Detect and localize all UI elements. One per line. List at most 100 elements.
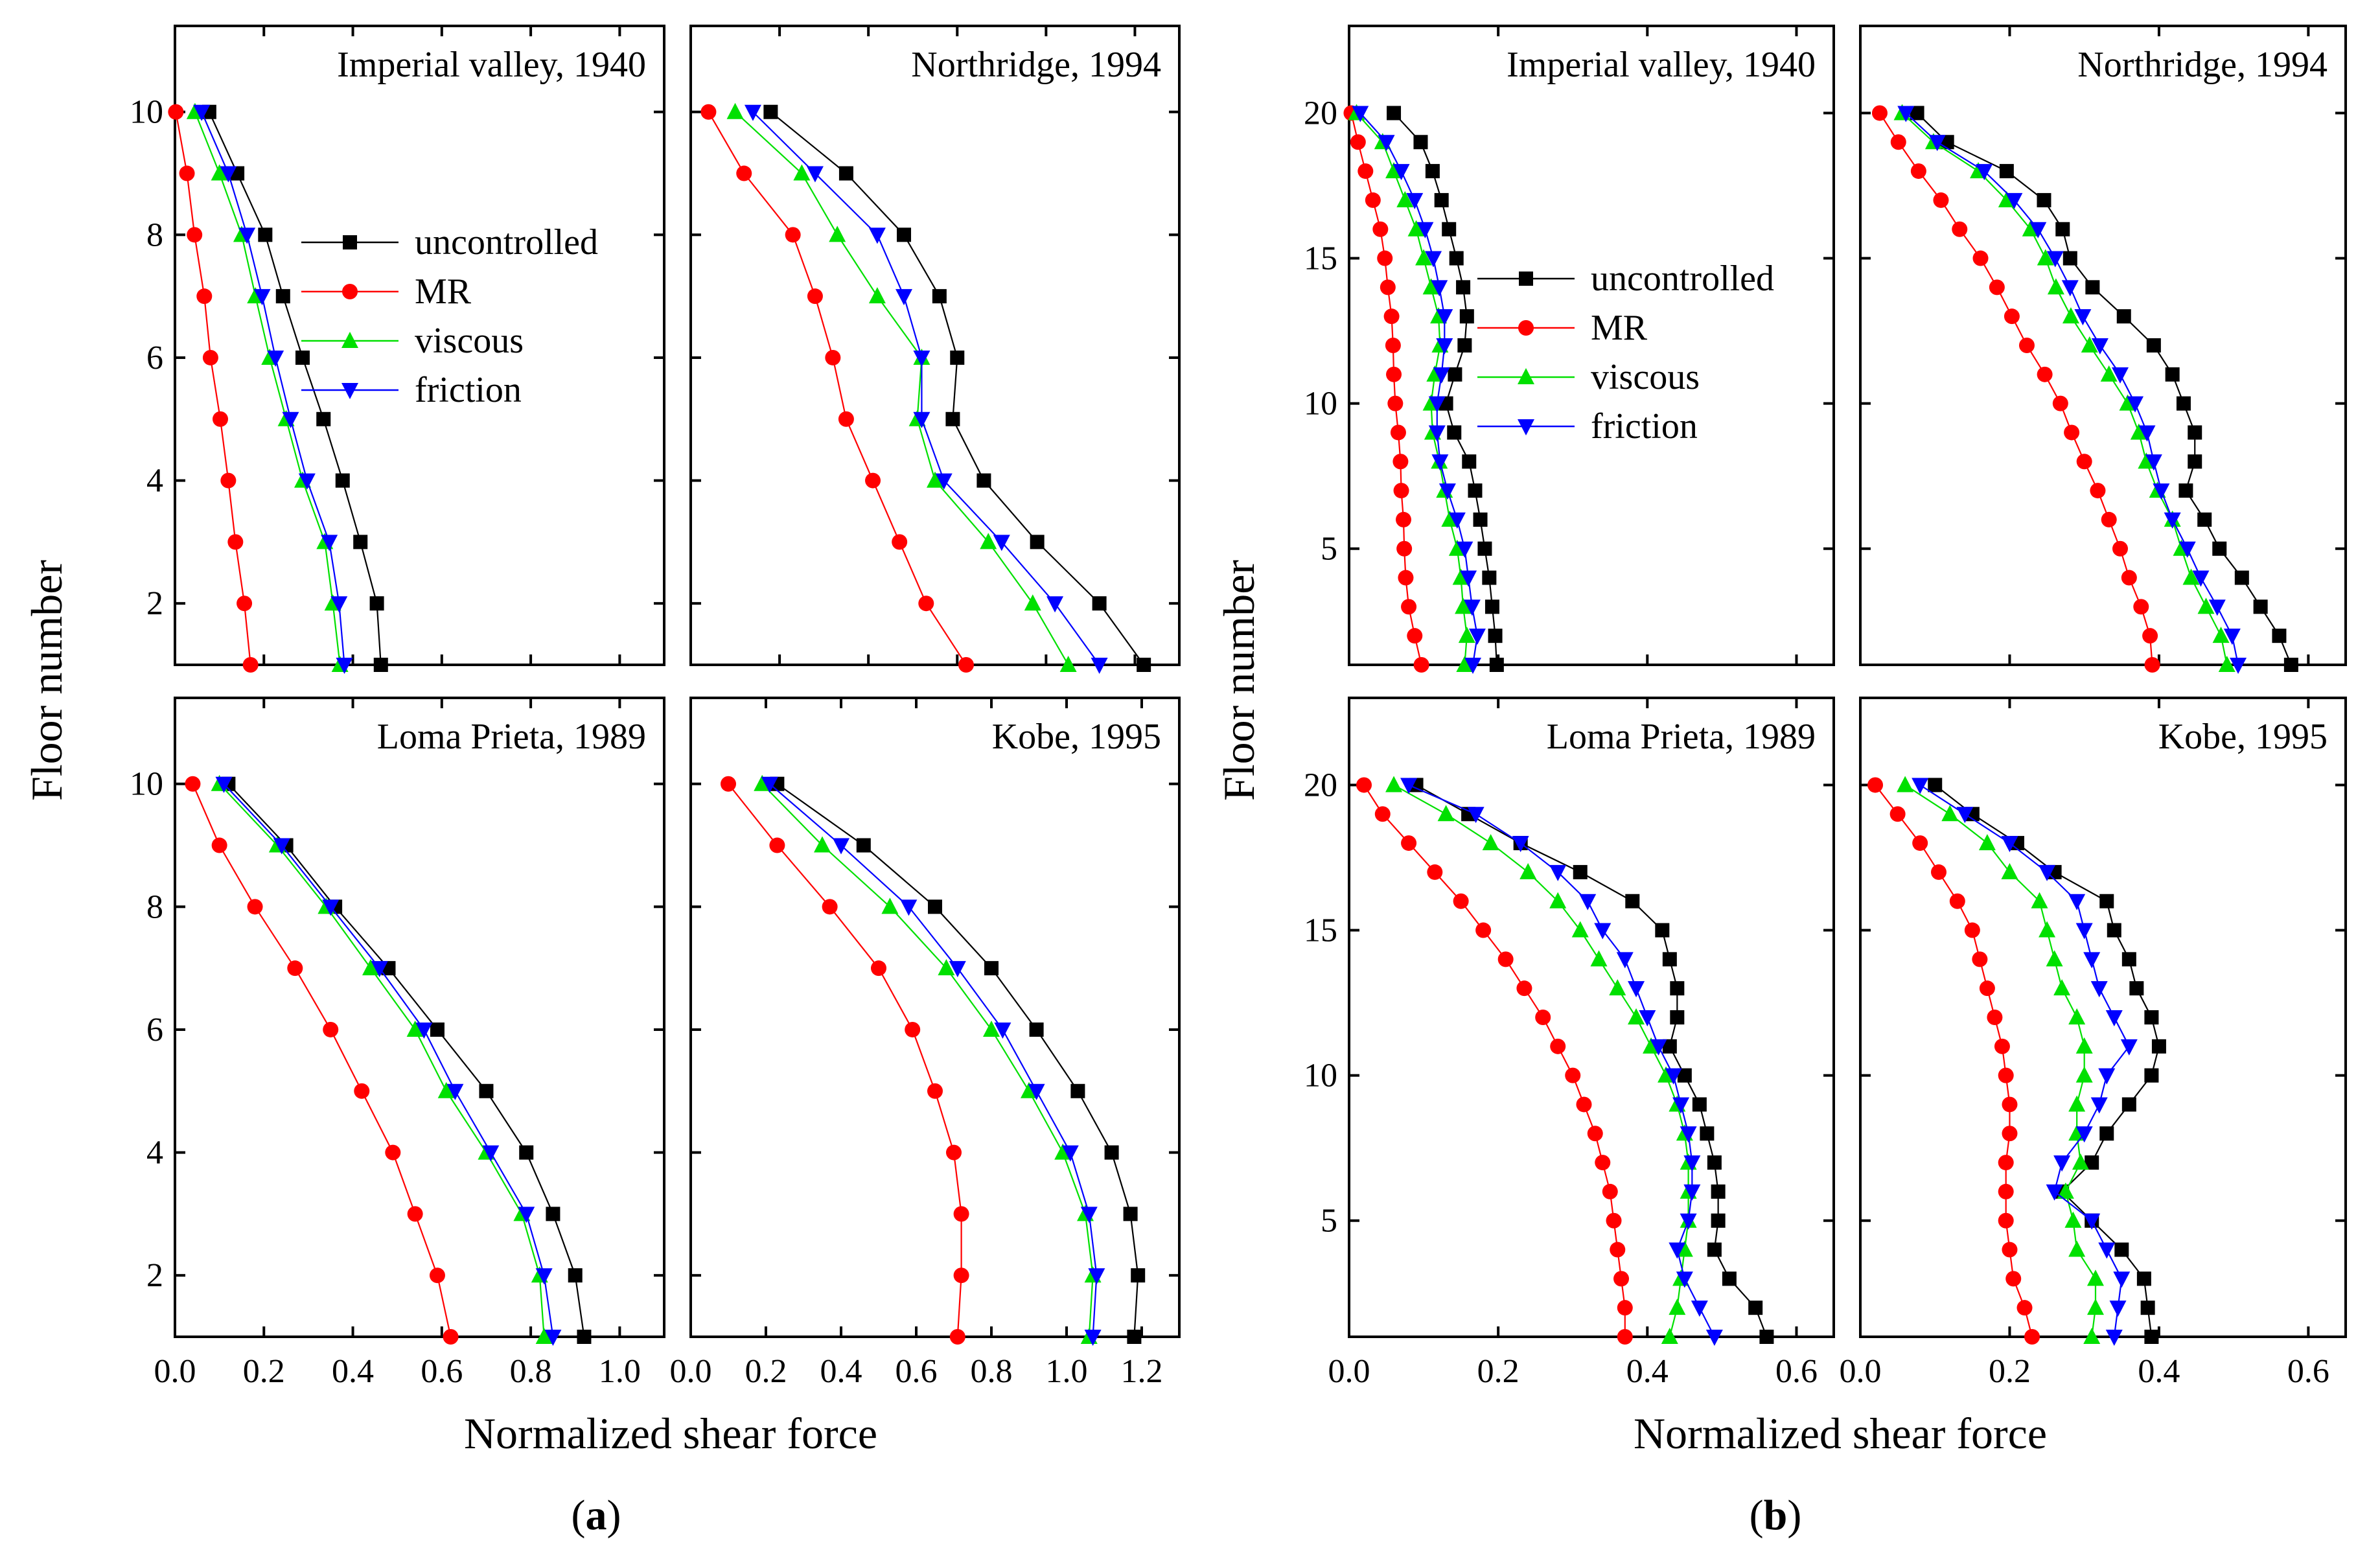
- point-MR: [2005, 1271, 2022, 1287]
- point-MR: [1386, 366, 1402, 382]
- plot-frame: [1859, 697, 2347, 1338]
- point-friction: [2090, 981, 2108, 998]
- series-MR: [1871, 105, 2160, 673]
- point-friction: [1672, 1097, 1690, 1114]
- point-friction: [1976, 164, 1993, 181]
- x-tick-label: 0.2: [243, 1353, 285, 1390]
- y-tick-label: 8: [146, 216, 163, 253]
- point-uncontrolled: [1468, 483, 1483, 498]
- point-viscous: [980, 533, 997, 549]
- series-viscous: [726, 102, 1077, 672]
- point-MR: [2121, 570, 2137, 586]
- point-MR: [1350, 134, 1366, 150]
- point-friction: [1084, 1330, 1102, 1346]
- point-uncontrolled: [976, 473, 991, 488]
- point-MR: [2076, 454, 2092, 470]
- point-friction: [2046, 251, 2064, 268]
- point-MR: [838, 411, 854, 427]
- point-uncontrolled: [295, 350, 310, 365]
- series-MR: [700, 104, 974, 673]
- series-line-uncontrolled: [208, 111, 382, 665]
- point-viscous: [1658, 1066, 1675, 1083]
- point-friction: [2208, 599, 2226, 616]
- point-friction: [1433, 367, 1450, 384]
- x-tick-label: 0.6: [421, 1353, 463, 1390]
- point-MR: [905, 1021, 921, 1037]
- point-friction: [1431, 454, 1449, 471]
- point-viscous: [726, 102, 744, 119]
- point-friction: [518, 1207, 535, 1223]
- x-axis-title: Normalized shear force: [464, 1409, 877, 1458]
- point-viscous: [2068, 1095, 2086, 1112]
- point-MR: [953, 1206, 969, 1222]
- point-MR: [2002, 1126, 2018, 1142]
- point-MR: [2002, 1242, 2018, 1258]
- point-viscous: [1448, 539, 1466, 556]
- point-uncontrolled: [1722, 1271, 1737, 1286]
- x-tick-label: 0.4: [820, 1353, 862, 1390]
- point-uncontrolled: [2121, 952, 2136, 967]
- plot-frame: [689, 25, 1181, 666]
- point-uncontrolled: [2085, 280, 2100, 295]
- point-MR: [865, 472, 881, 489]
- point-MR: [1989, 279, 2005, 295]
- point-MR: [958, 657, 974, 673]
- point-MR: [2101, 511, 2117, 527]
- point-MR: [953, 1267, 969, 1284]
- point-viscous: [2197, 597, 2215, 614]
- point-friction: [1512, 836, 1529, 853]
- y-tick-label: 20: [1304, 95, 1337, 132]
- series-uncontrolled: [1409, 778, 1774, 1344]
- point-uncontrolled: [2212, 541, 2227, 556]
- panel-b-3: 5 10 15 20 0.0 0.2 0.4 0.6 Loma Prieta, 1989: [1304, 697, 1835, 1390]
- point-MR: [354, 1083, 370, 1099]
- caption-b: (b): [1750, 1492, 1802, 1539]
- point-friction: [1460, 570, 1477, 587]
- series-friction: [1400, 778, 1723, 1346]
- point-MR: [1606, 1212, 1622, 1229]
- point-friction: [1378, 135, 1395, 152]
- series-line-friction: [752, 111, 1100, 665]
- point-uncontrolled: [1104, 1145, 1119, 1160]
- point-MR: [287, 960, 303, 977]
- point-friction: [2105, 1330, 2123, 1346]
- point-friction: [1436, 338, 1453, 354]
- point-viscous: [1482, 834, 1499, 851]
- point-MR: [1602, 1183, 1618, 1199]
- point-uncontrolled: [2037, 192, 2051, 207]
- point-viscous: [2081, 336, 2098, 353]
- point-uncontrolled: [2144, 1330, 2159, 1344]
- series-uncontrolled: [1928, 778, 2166, 1344]
- point-uncontrolled: [1488, 629, 1503, 643]
- point-friction: [1616, 952, 1634, 969]
- point-MR: [1475, 922, 1492, 938]
- point-MR: [202, 349, 218, 365]
- point-uncontrolled: [932, 289, 947, 304]
- point-MR: [242, 657, 259, 673]
- point-viscous: [1661, 1328, 1678, 1344]
- point-MR: [2018, 338, 2035, 353]
- series-line-viscous: [218, 783, 545, 1337]
- point-uncontrolled: [856, 838, 871, 853]
- legend-marker-friction: [341, 383, 358, 399]
- point-MR: [1912, 835, 1928, 851]
- point-viscous: [1897, 776, 1914, 792]
- point-uncontrolled: [2165, 367, 2180, 382]
- point-viscous: [2100, 365, 2118, 382]
- plot-frame: [689, 697, 1181, 1338]
- point-friction: [1468, 629, 1486, 645]
- point-MR: [918, 595, 934, 612]
- point-uncontrolled: [2099, 1126, 2114, 1141]
- point-uncontrolled: [950, 350, 965, 365]
- point-viscous: [1571, 921, 1589, 938]
- point-friction: [868, 227, 886, 244]
- panel-title: Imperial valley, 1940: [1507, 45, 1816, 85]
- point-uncontrolled: [1707, 1155, 1722, 1170]
- point-friction: [2053, 1155, 2071, 1172]
- series-line-uncontrolled: [227, 783, 585, 1337]
- point-viscous: [1422, 278, 1440, 295]
- point-uncontrolled: [430, 1022, 445, 1037]
- series-line-uncontrolled: [776, 783, 1139, 1337]
- point-viscous: [881, 897, 899, 914]
- series-MR: [185, 776, 459, 1345]
